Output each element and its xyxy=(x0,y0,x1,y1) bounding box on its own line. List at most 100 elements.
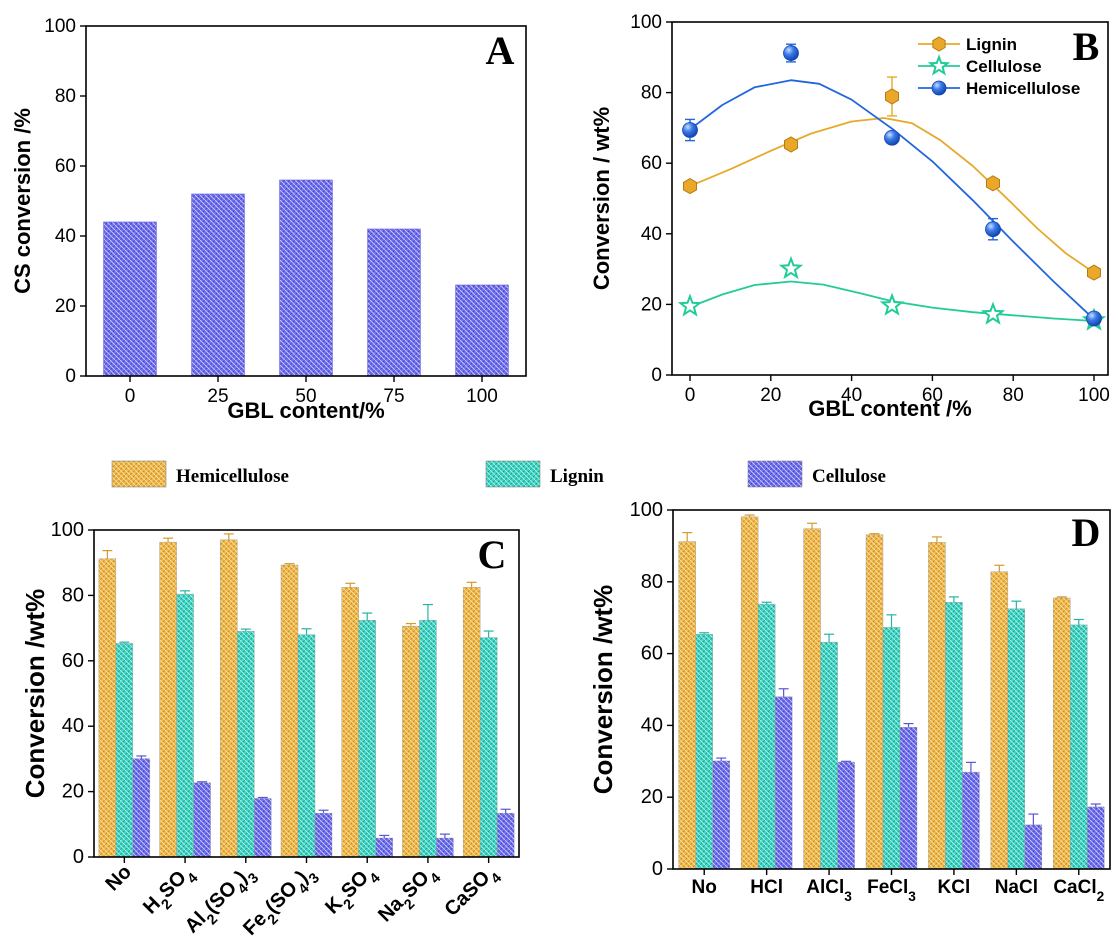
bar-cellulose xyxy=(1024,824,1043,870)
bar-cellulose xyxy=(496,812,515,858)
bar-100 xyxy=(455,284,509,377)
y-axis-title: Conversion / wt% xyxy=(589,107,614,290)
y-tick-label: 20 xyxy=(62,781,84,803)
y-tick-label: 80 xyxy=(55,86,76,107)
y-tick-label: 40 xyxy=(55,226,76,247)
x-tick-label: KCl xyxy=(938,877,971,898)
bar-cellulose xyxy=(712,760,730,870)
y-axis-title: Conversion /wt% xyxy=(588,585,618,794)
y-axis-title: Conversion /wt% xyxy=(20,589,50,798)
bar-lignin xyxy=(882,627,901,870)
x-tick-label: No xyxy=(101,861,135,895)
fit-line-cellulose xyxy=(689,280,1095,322)
point-cellulose xyxy=(879,292,905,316)
x-tick-label: 100 xyxy=(466,386,498,407)
y-axis-title: CS conversion /% xyxy=(10,108,35,294)
x-tick-label: 75 xyxy=(383,386,404,407)
x-axis-title: GBL content/% xyxy=(227,398,384,423)
legend-swatch-hemicellulose xyxy=(111,460,167,488)
y-tick-label: 40 xyxy=(641,224,662,245)
bar-lignin xyxy=(297,634,316,858)
panel-label: A xyxy=(486,28,515,73)
bar-lignin xyxy=(1007,608,1026,870)
bar-cellulose xyxy=(375,837,393,858)
point-hemicellulose xyxy=(985,221,1001,238)
bar-hemicellulose xyxy=(220,539,238,858)
x-tick-label: 80 xyxy=(1003,385,1024,406)
point-cellulose xyxy=(980,301,1006,325)
x-tick-label: Na2SO4 xyxy=(374,861,444,931)
bar-hemicellulose xyxy=(98,558,117,858)
bar-lignin xyxy=(945,602,963,870)
bar-hemicellulose xyxy=(280,564,299,858)
bar-cellulose xyxy=(774,696,793,870)
shared-legend: Hemicellulose Lignin Cellulose xyxy=(111,460,886,488)
bar-hemicellulose xyxy=(402,625,420,858)
bar-hemicellulose xyxy=(865,534,884,870)
x-tick-label: 25 xyxy=(207,386,228,407)
x-tick-label: 50 xyxy=(295,386,316,407)
x-tick-label: 40 xyxy=(841,385,862,406)
panel-d-chart: 0 20 40 60 80 100 No HCl AlCl3 FeCl3 KCl NaCl CaCl2 C… xyxy=(588,499,1111,904)
x-tick-label: 0 xyxy=(125,386,136,407)
x-tick-label: FeCl3 xyxy=(867,877,916,904)
fit-line-hemicellulose xyxy=(689,79,1095,320)
bar-cellulose xyxy=(436,837,454,858)
panel-a-chart: 0 20 40 60 80 100 0 25 50 75 100 GBL content/% CS co… xyxy=(10,16,527,423)
bar-hemicellulose xyxy=(159,541,177,858)
y-tick-label: 40 xyxy=(62,715,84,737)
legend-label-lignin: Lignin xyxy=(550,466,604,487)
legend-marker-lignin xyxy=(932,36,946,52)
point-hemicellulose xyxy=(783,45,799,61)
y-tick-label: 20 xyxy=(55,296,76,317)
x-tick-label: 60 xyxy=(922,385,943,406)
y-tick-label: 0 xyxy=(73,846,84,868)
x-tick-label: CaSO4 xyxy=(440,861,505,926)
x-tick-label: No xyxy=(692,877,717,898)
legend-label-cellulose: Cellulose xyxy=(966,57,1042,76)
y-tick-label: 60 xyxy=(62,650,84,672)
bar-75 xyxy=(367,228,421,377)
bar-hemicellulose xyxy=(803,528,821,870)
plot-frame-b xyxy=(671,21,1109,376)
bar-cellulose xyxy=(837,761,855,870)
y-tick-label: 0 xyxy=(651,365,662,386)
point-cellulose xyxy=(677,293,703,317)
y-tick-label: 60 xyxy=(55,156,76,177)
legend-label-cellulose: Cellulose xyxy=(812,466,886,487)
x-tick-label: HCl xyxy=(750,877,783,898)
bar-hemicellulose xyxy=(740,516,759,870)
fit-line-lignin xyxy=(689,117,1095,274)
point-cellulose xyxy=(778,255,804,280)
x-tick-label: 20 xyxy=(760,385,781,406)
x-tick-label: NaCl xyxy=(995,877,1038,898)
y-tick-label: 100 xyxy=(51,519,84,541)
x-tick-label: CaCl2 xyxy=(1053,877,1104,904)
x-tick-label: K2SO4 xyxy=(321,861,384,924)
y-tick-label: 20 xyxy=(641,786,663,808)
bar-lignin xyxy=(820,641,838,870)
bar-lignin xyxy=(115,643,134,858)
panel-label: C xyxy=(478,532,507,577)
point-hemicellulose xyxy=(682,122,698,138)
plot-frame-d xyxy=(672,509,1111,870)
y-tick-label: 100 xyxy=(630,12,662,33)
y-tick-label: 80 xyxy=(62,584,84,606)
bar-cellulose xyxy=(314,812,333,858)
bar-hemicellulose xyxy=(678,541,696,870)
point-hemicellulose xyxy=(1086,310,1102,327)
panel-c-chart: 020406080100NoH2SO4Al2(SO4)3Fe2(SO4)3K2S… xyxy=(20,519,520,940)
legend-swatch-lignin xyxy=(485,460,541,488)
point-lignin xyxy=(784,136,798,153)
y-tick-label: 100 xyxy=(630,499,663,521)
bar-cellulose xyxy=(254,798,272,858)
bar-lignin xyxy=(479,637,498,858)
bar-cellulose xyxy=(132,758,151,858)
legend-marker-hemicellulose xyxy=(931,80,947,96)
y-tick-label: 60 xyxy=(641,643,663,665)
x-tick-label: AlCl3 xyxy=(806,877,852,904)
legend-swatch-cellulose xyxy=(747,460,803,488)
bar-hemicellulose xyxy=(341,587,359,858)
bar-lignin xyxy=(757,603,776,870)
